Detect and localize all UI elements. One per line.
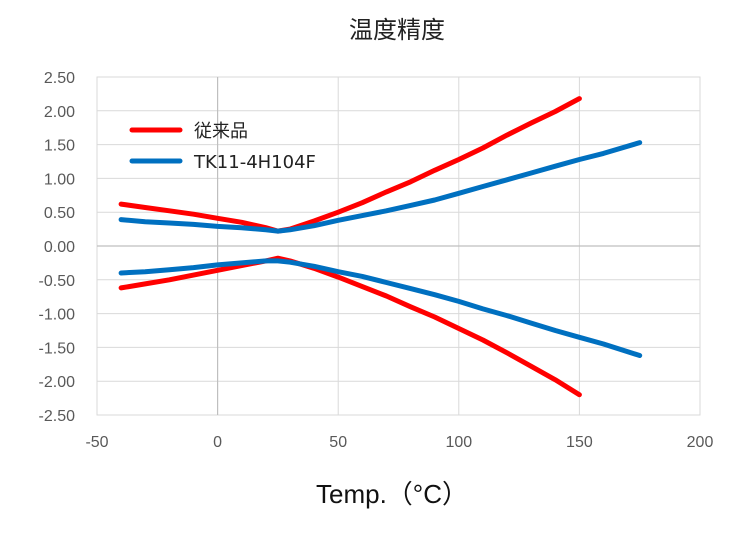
y-tick-label: -2.00 bbox=[39, 374, 76, 391]
x-axis-tick-labels: -50 0 50 100 150 200 bbox=[85, 434, 713, 451]
x-tick-label: 200 bbox=[687, 434, 714, 451]
y-tick-label: 0.00 bbox=[44, 239, 75, 256]
series-line-conventional-lower bbox=[118, 255, 582, 398]
series-line-tk11-lower bbox=[118, 258, 643, 358]
legend-label: TK11-4H104F bbox=[193, 152, 316, 173]
series-line-conventional-upper bbox=[118, 96, 582, 234]
y-tick-label: -0.50 bbox=[39, 273, 76, 290]
x-tick-label: 0 bbox=[213, 434, 222, 451]
y-tick-label: -1.00 bbox=[39, 307, 76, 324]
x-tick-label: -50 bbox=[85, 434, 108, 451]
y-tick-label: -1.50 bbox=[39, 340, 76, 357]
y-tick-label: 1.00 bbox=[44, 171, 75, 188]
series-lines bbox=[118, 96, 643, 398]
y-tick-label: 2.50 bbox=[44, 70, 75, 87]
y-axis-tick-labels: 2.50 2.00 1.50 1.00 0.50 0.00 -0.50 -1.00 -1.50 -… bbox=[39, 70, 76, 425]
x-tick-label: 100 bbox=[445, 434, 472, 451]
y-tick-label: -2.50 bbox=[39, 408, 76, 425]
series-line-tk11-upper bbox=[118, 140, 643, 234]
legend-label: 従来品 bbox=[194, 121, 248, 142]
zero-axes bbox=[97, 77, 700, 415]
chart-title: 温度精度 bbox=[349, 16, 445, 44]
plot-area bbox=[96, 76, 701, 416]
y-tick-label: 2.00 bbox=[44, 104, 75, 121]
x-axis-title: Temp.（°C） bbox=[316, 479, 468, 509]
y-tick-label: 0.50 bbox=[44, 205, 75, 222]
x-tick-label: 50 bbox=[329, 434, 347, 451]
x-tick-label: 150 bbox=[566, 434, 593, 451]
y-tick-label: 1.50 bbox=[44, 138, 75, 155]
legend: 従来品 TK11-4H104F bbox=[129, 121, 316, 173]
